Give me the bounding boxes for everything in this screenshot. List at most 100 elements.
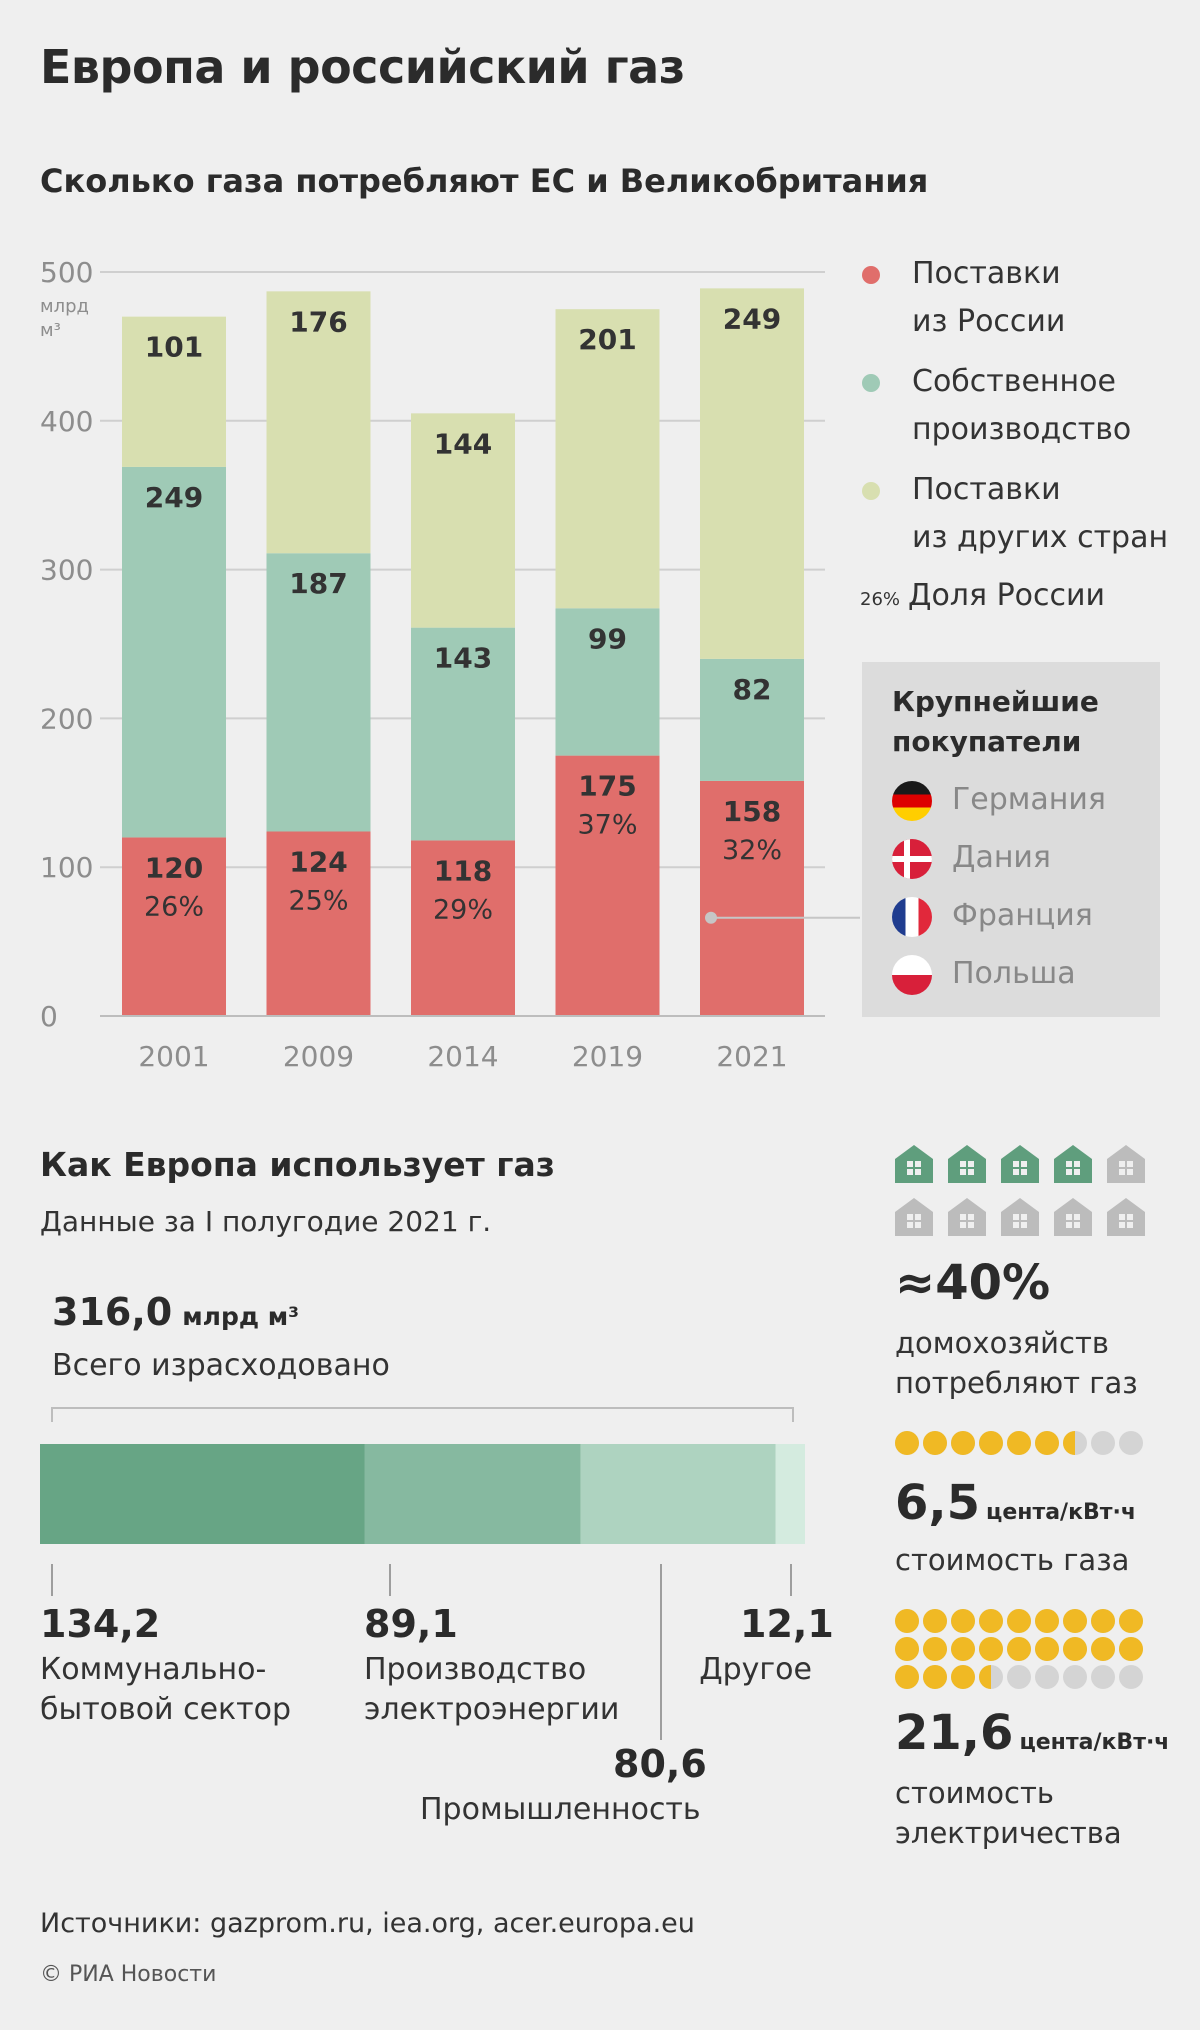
x-tick-label: 2014 [427,1040,498,1073]
price-dot [923,1665,947,1689]
bar-segment [266,291,371,554]
house-icon [895,1145,933,1183]
electricity-price-value: 21,6 цента/кВт·ч [895,1705,1170,1761]
bar-segment [266,831,371,1016]
share-label: Доля России [908,578,1105,613]
price-dot [1119,1431,1143,1455]
usage-subtitle: Данные за I полугодие 2021 г. [40,1205,492,1238]
price-dot [1091,1665,1115,1689]
denmark-flag-icon [892,838,932,879]
russia-share-label: 26% [144,891,204,922]
price-dot [1007,1431,1031,1455]
buyer-denmark: Дания [892,838,1051,879]
poland-flag-icon [892,954,932,995]
bar-segment [411,840,515,1016]
x-tick-label: 2021 [716,1040,787,1073]
y-tick-label: 500 [40,256,93,289]
gas-price-value: 6,5 цента/кВт·ч [895,1475,1137,1531]
price-dot [1063,1609,1087,1633]
price-dot [1035,1609,1059,1633]
usage-bar-segment [40,1444,365,1544]
households-house-icons [895,1145,1145,1236]
bar-segment [700,658,804,781]
bar-value-label: 99 [588,622,627,655]
sources: Источники: gazprom.ru, iea.org, acer.eur… [40,1908,695,1939]
legend-swatch-own-production [862,374,880,392]
price-dot [1091,1637,1115,1661]
bar-segment [122,837,226,1016]
bar-value-label: 201 [578,323,636,356]
usage-total: 316,0 млрд м³ Всего израсходовано [52,1290,390,1383]
total-label: Всего израсходовано [52,1348,390,1383]
bar-segment [122,316,226,467]
price-dot [895,1609,919,1633]
bar-segment [555,608,660,756]
households-value: ≈40% [895,1255,1051,1311]
usage-bar-chart [40,1407,805,1740]
buyer-germany: Германия [892,780,1106,821]
legend-label-other-countries: Поставки из других стран [912,472,1169,555]
x-tick-label: 2001 [138,1040,209,1073]
house-icon [948,1145,986,1183]
house-icon [948,1198,986,1236]
households-label: домохозяйств потребляют газ [895,1326,1138,1400]
usage-value-power: 89,1 [364,1602,458,1646]
y-tick-label: 100 [40,851,93,884]
russia-share-legend: 26% Доля России [860,578,1105,613]
copyright: © РИА Новости [40,1962,217,1987]
price-dot [1063,1431,1087,1455]
price-dot [895,1665,919,1689]
usage-bar-segment [580,1444,776,1544]
legend-swatch-russia [862,266,880,284]
price-dot [1035,1665,1059,1689]
y-tick-label: 0 [40,1000,58,1033]
price-dot [895,1637,919,1661]
bar-value-label: 124 [289,845,347,878]
bar-segment [700,288,804,659]
price-dot [1119,1665,1143,1689]
bar-value-label: 187 [289,567,347,600]
bar-value-label: 249 [145,481,203,514]
total-value: 316,0 [52,1290,173,1334]
price-dot [923,1637,947,1661]
house-icon [895,1198,933,1236]
side-stats: ≈40% домохозяйств потребляют газ 6,5 цента… [895,1145,1195,1855]
buyer-france: Франция [892,896,1093,937]
x-tick-label: 2019 [572,1040,643,1073]
bar-segment [555,309,660,609]
page-title: Европа и российский газ [40,40,685,94]
price-dot [1119,1637,1143,1661]
price-dot [951,1665,975,1689]
usage-label-housing: Коммунально-бытовой сектор [40,1652,292,1727]
y-unit-label: м³ [40,320,61,341]
electricity-price-label: стоимость электричества [895,1776,1122,1850]
price-dot [1007,1609,1031,1633]
price-dot [951,1609,975,1633]
legend-label-russia: Поставки из России [912,256,1066,339]
bar-value-label: 120 [145,851,203,884]
russia-share-label: 32% [722,835,782,866]
house-icon [1107,1145,1145,1183]
bar-value-label: 143 [434,642,492,675]
usage-value-industry: 80,6 [613,1742,707,1786]
electricity-price-unit: цента/кВт·ч [1019,1730,1170,1755]
russia-share-label: 29% [433,894,493,925]
price-dot [1035,1431,1059,1455]
gas-price-dots [895,1431,1143,1455]
russia-share-label: 37% [577,810,637,841]
price-dot [979,1609,1003,1633]
usage-label-power: Производство электроэнергии [364,1652,620,1727]
germany-flag-icon [892,780,932,821]
chart-legend: Поставки из России Собственное производств… [860,250,1200,570]
bar-value-label: 101 [145,331,203,364]
house-icon [1107,1198,1145,1236]
total-unit: млрд м³ [182,1302,300,1331]
legend-label-own-production: Собственное производство [912,364,1132,447]
bar-value-label: 176 [289,305,347,338]
house-icon [1001,1198,1039,1236]
price-dot [1091,1609,1115,1633]
house-icon [1054,1145,1092,1183]
bar-segment [411,627,515,841]
bar-segment [266,553,371,832]
x-tick-label: 2009 [283,1040,354,1073]
